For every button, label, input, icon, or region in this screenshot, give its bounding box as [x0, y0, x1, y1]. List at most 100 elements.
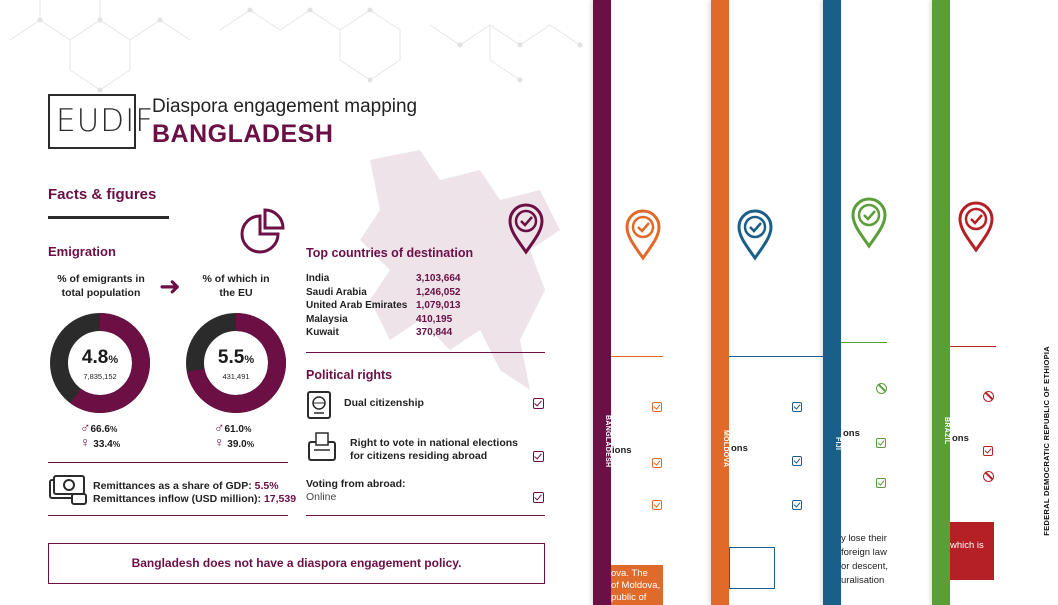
female-icon: ♀ — [214, 434, 225, 450]
country-cell: Saudi Arabia — [306, 286, 367, 298]
side-strip: BANGLADESH — [593, 0, 611, 605]
pct-unit: % — [109, 424, 118, 434]
check-icon — [792, 500, 802, 510]
donut-total-arc — [50, 313, 150, 413]
total-female-row: ♀ 33.4% — [80, 434, 121, 451]
text-fragment: ons — [952, 433, 969, 444]
check-icon — [876, 478, 886, 488]
text-fragment: or descent, — [841, 561, 888, 572]
check-icon — [533, 492, 544, 503]
value-cell: 3,103,664 — [416, 273, 461, 284]
location-pin-check-icon — [737, 209, 773, 261]
logo-text: EUDIF — [56, 103, 155, 139]
donut-eu-value: 5.5% — [184, 347, 288, 369]
ballot-box-icon — [308, 432, 336, 461]
facts-heading: Facts & figures — [48, 186, 157, 203]
text-fragment: ions — [612, 445, 632, 456]
page-title: BANGLADESH — [152, 120, 334, 148]
passport-icon — [307, 391, 331, 419]
side-strip-label: BRAZIL — [943, 417, 950, 445]
vote-abroad-label: Right to vote in national elections for … — [350, 437, 519, 462]
pct-unit: % — [246, 439, 255, 449]
donut-total-value: 4.8% — [48, 347, 152, 369]
red-box: which is — [950, 522, 994, 580]
check-icon — [983, 446, 993, 456]
remit-gdp-label: Remittances as a share of GDP: — [93, 480, 255, 492]
divider — [306, 352, 545, 353]
location-pin-check-icon — [958, 201, 994, 253]
location-pin-check-icon — [508, 203, 544, 255]
remittances-info: Remittances as a share of GDP: 5.5% Remi… — [93, 480, 296, 506]
table-row: Saudi Arabia 1,246,052 — [306, 286, 461, 300]
network-pattern — [9, 0, 583, 93]
dual-citizenship-label: Dual citizenship — [344, 397, 424, 409]
check-icon — [652, 500, 662, 510]
outlined-box — [729, 547, 775, 589]
remit-inflow-value: 17,539 — [263, 493, 297, 505]
divider — [950, 346, 996, 347]
side-strip-label: BANGLADESH — [604, 415, 611, 468]
pct-unit: % — [112, 439, 121, 449]
voting-from-abroad-value: Online — [306, 491, 337, 503]
remit-inflow-row: Remittances inflow (USD million): 17,539 — [93, 493, 296, 506]
voting-from-abroad-label: Voting from abroad: — [306, 478, 406, 490]
check-icon — [652, 458, 662, 468]
remit-gdp-row: Remittances as a share of GDP: 5.5% — [93, 480, 296, 493]
pct-unit: % — [108, 354, 119, 366]
eu-gender-split: ♂61.0% ♀ 39.0% — [214, 420, 255, 451]
eu-female-value: 39.0 — [227, 439, 247, 450]
total-gender-split: ♂66.6% ♀ 33.4% — [80, 419, 121, 451]
remit-gdp-value: 5.5% — [254, 480, 279, 492]
eu-male-row: ♂61.0% — [214, 420, 254, 436]
side-strip: MOLDOVA — [711, 0, 729, 605]
facts-underline — [48, 216, 169, 219]
check-icon — [792, 402, 802, 412]
total-male-value: 66.6 — [90, 424, 110, 435]
value-cell: 410,195 — [416, 313, 453, 325]
side-page-moldova: MOLDOVA ons — [711, 0, 841, 605]
male-icon: ♂ — [80, 419, 91, 435]
check-icon — [533, 398, 544, 409]
side-strip: BRAZIL — [932, 0, 950, 605]
donut-total: 4.8% 7,835,152 — [48, 311, 152, 415]
eu-pct-number: 5.5 — [217, 347, 245, 368]
country-cell: United Arab Emirates — [306, 300, 408, 311]
main-page: EUDIF Diaspora engagement mapping BANGLA… — [0, 0, 593, 605]
check-icon — [792, 456, 802, 466]
divider — [611, 356, 663, 357]
no-icon — [876, 383, 887, 394]
divider — [306, 515, 545, 516]
side-strip: FIJI — [823, 0, 841, 605]
side-strip-label: FIJI — [834, 437, 841, 451]
eu-pct-label: % of which in the EU — [202, 273, 270, 299]
country-cell: India — [306, 273, 330, 284]
donut-total-chart — [50, 313, 150, 413]
divider — [48, 462, 288, 463]
female-icon: ♀ — [80, 434, 91, 450]
donut-total-count: 7,835,152 — [83, 372, 117, 381]
total-pct-number: 4.8 — [81, 347, 109, 368]
divider — [48, 515, 288, 516]
pct-unit: % — [244, 354, 255, 366]
pct-unit: % — [243, 424, 252, 434]
donut-eu-arc — [186, 313, 286, 413]
text-fragment: of Moldova, — [611, 580, 661, 591]
location-pin-check-icon — [625, 209, 661, 261]
eudif-logo: EUDIF — [48, 94, 153, 149]
no-icon — [983, 471, 994, 482]
total-male-row: ♂66.6% — [80, 419, 120, 436]
donut-eu-chart — [186, 313, 286, 413]
ethiopia-label: FEDERAL DEMOCRATIC REPUBLIC OF ETHIOPIA — [1042, 346, 1051, 536]
top-destinations-heading: Top countries of destination — [306, 246, 474, 260]
side-page-ethiopia — [1038, 0, 1058, 605]
side-strip-label: MOLDOVA — [722, 430, 729, 468]
check-icon — [533, 451, 544, 462]
eu-female-row: ♀ 39.0% — [214, 434, 255, 451]
country-cell: Kuwait — [306, 327, 339, 338]
donut-eu-count: 431,491 — [222, 372, 250, 381]
total-pct-label: % of emigrants in total population — [57, 273, 145, 299]
policy-note-box: Bangladesh does not have a diaspora enga… — [48, 543, 545, 584]
emigration-heading: Emigration — [48, 244, 116, 259]
table-row: United Arab Emirates 1,079,013 — [306, 299, 461, 313]
text-fragment: ova. The — [611, 568, 648, 579]
